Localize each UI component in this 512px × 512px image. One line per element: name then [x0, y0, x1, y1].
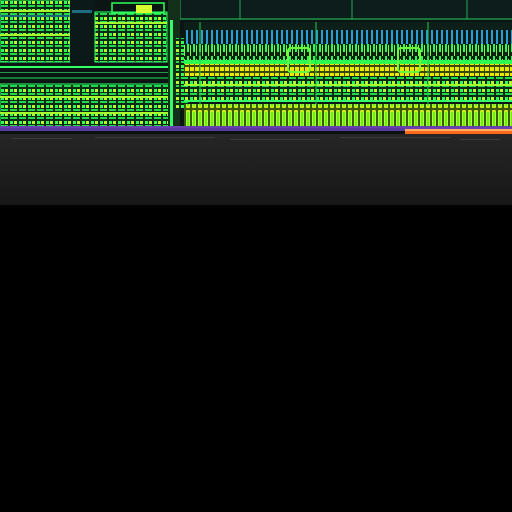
empty-black-area: [0, 205, 512, 512]
chip-die-micrograph: [0, 0, 512, 205]
